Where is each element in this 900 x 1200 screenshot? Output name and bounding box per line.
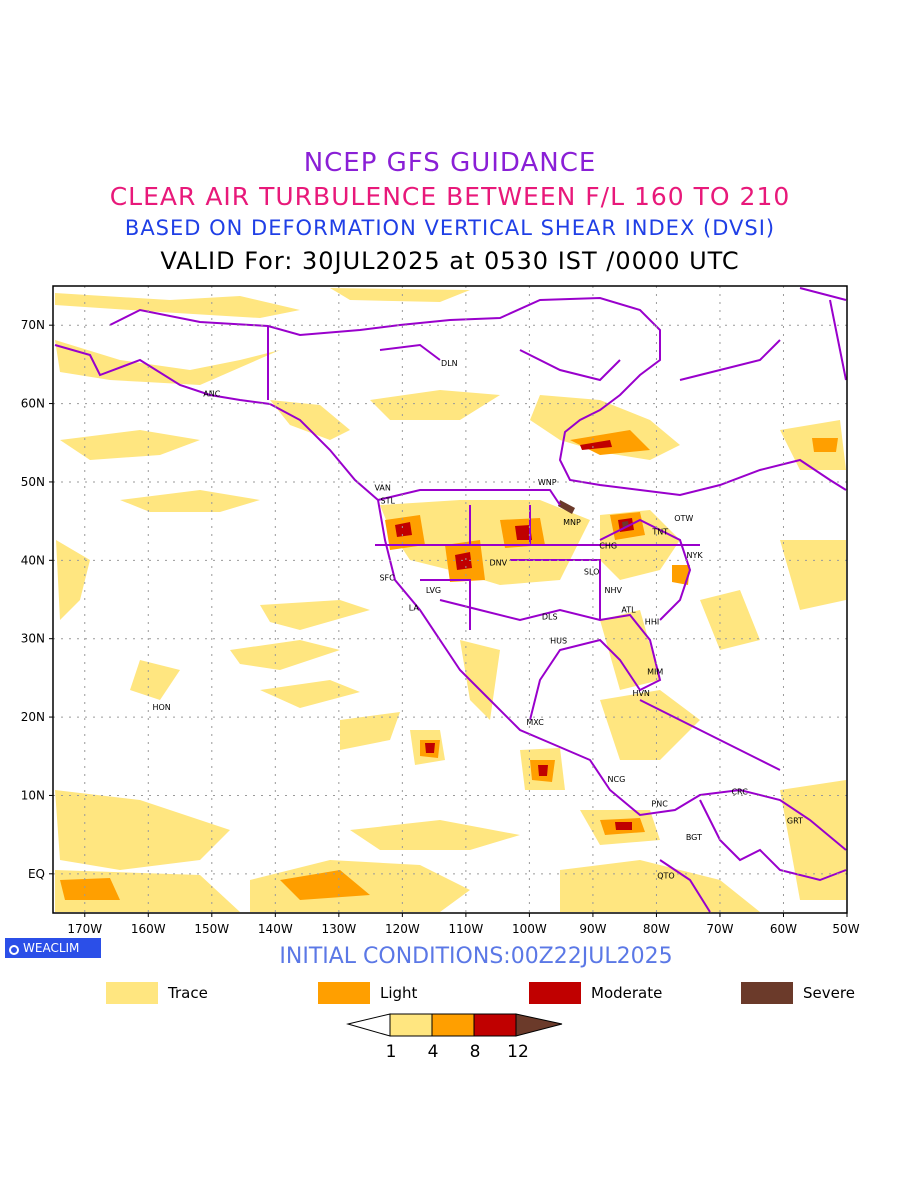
station-label-la: LA — [409, 603, 420, 612]
map-axes: 70N 60N 50N 40N 30N 20N 10N EQ 170W 160W 150W 140W 1… — [21, 318, 860, 936]
lon-tick-label: 140W — [258, 922, 293, 936]
lon-tick-label: 120W — [385, 922, 420, 936]
legend-trace-label: Trace — [168, 984, 208, 1002]
legend-moderate-label: Moderate — [591, 984, 663, 1002]
station-label-lvg: LVG — [426, 586, 441, 595]
station-label-van: VAN — [374, 483, 390, 492]
station-labels: ANC DLN VAN STL WNP MNP TNT OTW CHG NYK DNV SFC LVG S… — [152, 359, 803, 881]
gridlines — [53, 286, 847, 913]
lon-tick-label: 160W — [131, 922, 166, 936]
lon-tick-label: 170W — [67, 922, 102, 936]
station-label-nhv: NHV — [605, 586, 623, 595]
station-label-slo: SLO — [584, 567, 600, 576]
lon-tick-label: 150W — [194, 922, 229, 936]
logo-ring-icon — [9, 945, 19, 955]
lat-tick-label: 40N — [21, 553, 45, 567]
map-frame — [52, 285, 848, 914]
station-label-grt: GRT — [787, 817, 803, 826]
lat-tick-label: 50N — [21, 475, 45, 489]
title-line-3: BASED ON DEFORMATION VERTICAL SHEAR INDE… — [124, 216, 776, 240]
lat-tick-label: 30N — [21, 632, 45, 646]
station-label-dln: DLN — [441, 359, 458, 368]
lat-tick-label: 10N — [21, 788, 45, 802]
station-label-atl: ATL — [621, 606, 636, 615]
station-label-tnt: TNT — [651, 527, 668, 536]
station-label-bgt: BGT — [686, 833, 702, 842]
station-label-hus: HUS — [550, 636, 567, 645]
lon-tick-label: 50W — [832, 922, 859, 936]
lat-tick-label: 70N — [21, 318, 45, 332]
valid-time: VALID For: 30JUL2025 at 0530 IST /0000 U… — [160, 247, 740, 275]
coastlines — [54, 287, 847, 913]
legend-light-label: Light — [380, 984, 418, 1002]
station-label-sfc: SFC — [379, 574, 395, 583]
lon-tick-label: 110W — [448, 922, 483, 936]
lat-tick-label: EQ — [28, 867, 45, 881]
lon-tick-label: 90W — [579, 922, 606, 936]
station-label-mxc: MXC — [526, 718, 544, 727]
legend-moderate-swatch — [529, 982, 581, 1004]
station-label-stl: STL — [381, 497, 396, 506]
legend-severe-swatch — [741, 982, 793, 1004]
station-label-chg: CHG — [599, 541, 617, 550]
station-label-dls: DLS — [542, 613, 558, 622]
lon-tick-label: 80W — [643, 922, 670, 936]
legend-trace-swatch — [106, 982, 158, 1004]
legend-severe-label: Severe — [803, 984, 855, 1002]
lon-tick-label: 60W — [770, 922, 797, 936]
legend-light-swatch — [318, 982, 370, 1004]
lat-tick-label: 60N — [21, 397, 45, 411]
station-label-wnp: WNP — [538, 478, 557, 487]
station-label-qto: QTO — [657, 871, 674, 880]
station-label-hon: HON — [152, 703, 170, 712]
initial-conditions: INITIAL CONDITIONS:00Z22JUL2025 — [279, 944, 673, 969]
station-label-pnc: PNC — [651, 799, 668, 808]
lat-tick-label: 20N — [21, 710, 45, 724]
lon-tick-label: 70W — [706, 922, 733, 936]
station-label-dnv: DNV — [489, 559, 507, 568]
title-line-1: NCEP GFS GUIDANCE — [303, 148, 597, 178]
station-label-crc: CRC — [731, 788, 748, 797]
brand-label: WEACLIM — [23, 941, 80, 955]
station-label-mnp: MNP — [563, 518, 581, 527]
weaclim-logo: WEACLIM — [5, 938, 101, 958]
station-label-otw: OTW — [674, 514, 693, 523]
station-label-hhi: HHI — [645, 617, 659, 626]
station-label-ncg: NCG — [608, 775, 626, 784]
station-label-nyk: NYK — [686, 551, 703, 560]
lon-tick-label: 130W — [321, 922, 356, 936]
lon-tick-label: 100W — [512, 922, 547, 936]
station-label-hvn: HVN — [632, 689, 649, 698]
station-label-anc: ANC — [203, 389, 220, 398]
station-label-mim: MIM — [647, 668, 663, 677]
title-line-2: CLEAR AIR TURBULENCE BETWEEN F/L 160 TO … — [109, 182, 791, 211]
